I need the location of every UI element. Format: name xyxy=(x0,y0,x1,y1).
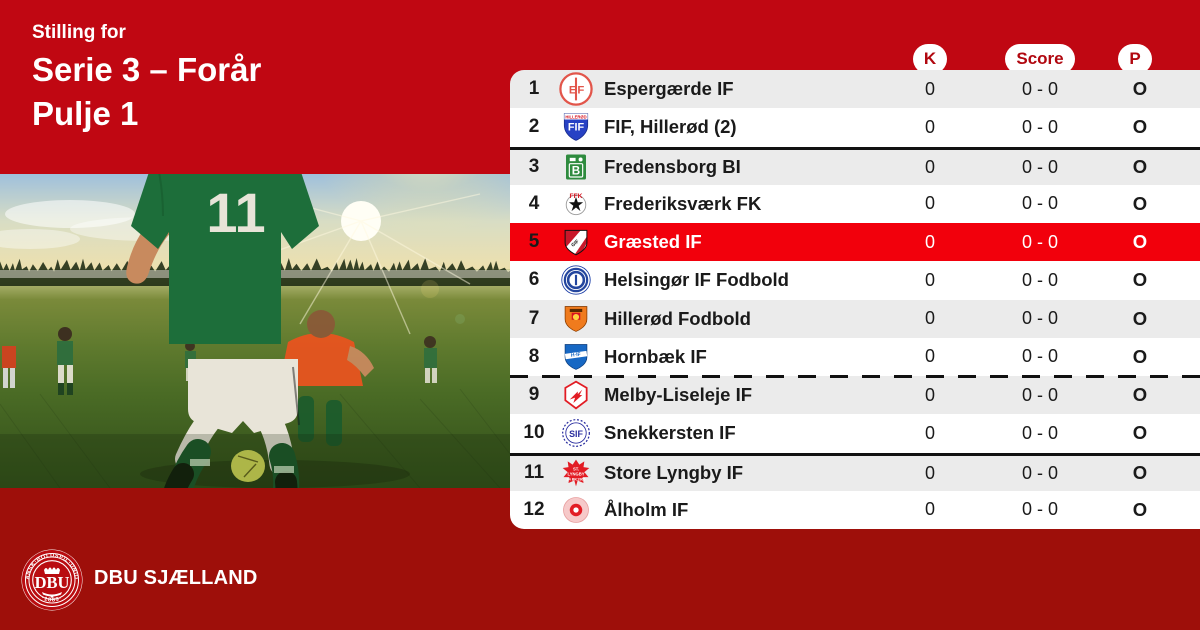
svg-text:FIF: FIF xyxy=(568,122,585,134)
svg-text:24 BK1965: 24 BK1965 xyxy=(567,478,586,482)
svg-text:LYNGBY: LYNGBY xyxy=(568,472,585,477)
svg-text:F: F xyxy=(577,85,584,97)
svg-text:HILLERØD: HILLERØD xyxy=(565,115,586,120)
svg-text:11: 11 xyxy=(206,181,265,244)
svg-text:B: B xyxy=(572,165,580,178)
svg-text:FFK: FFK xyxy=(570,193,583,200)
svg-text:SIF: SIF xyxy=(569,429,583,439)
svg-text:E: E xyxy=(569,85,577,97)
svg-text:DBU: DBU xyxy=(35,573,70,592)
